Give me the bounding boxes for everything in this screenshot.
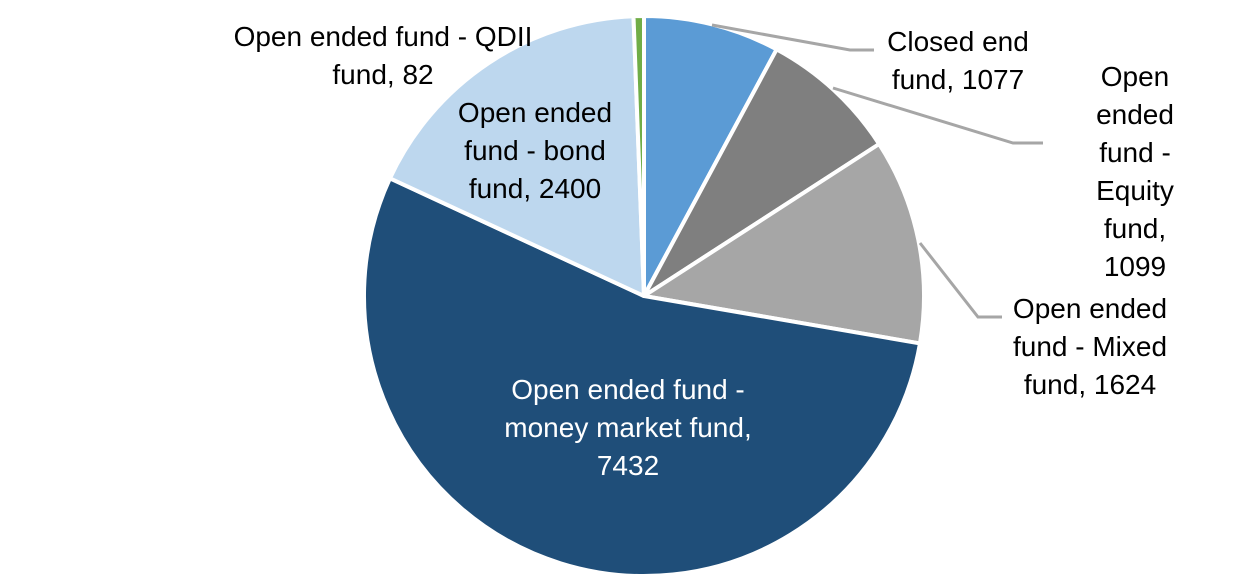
pie-slice-open-ended-fund-money-market-fund — [362, 176, 922, 578]
pie-slice-open-ended-fund-bond-fund — [387, 14, 646, 298]
leader-line — [832, 86, 1043, 145]
pie-slices — [362, 14, 926, 578]
pie-slice-open-ended-fund-mixed-fund — [642, 142, 926, 346]
leader-line — [711, 23, 874, 52]
pie-slice-open-ended-fund-qdii-fund — [631, 14, 646, 298]
pie-slice-open-ended-fund-equity-fund — [642, 47, 882, 298]
leader-line — [918, 242, 1002, 319]
leader-lines — [711, 23, 1043, 319]
